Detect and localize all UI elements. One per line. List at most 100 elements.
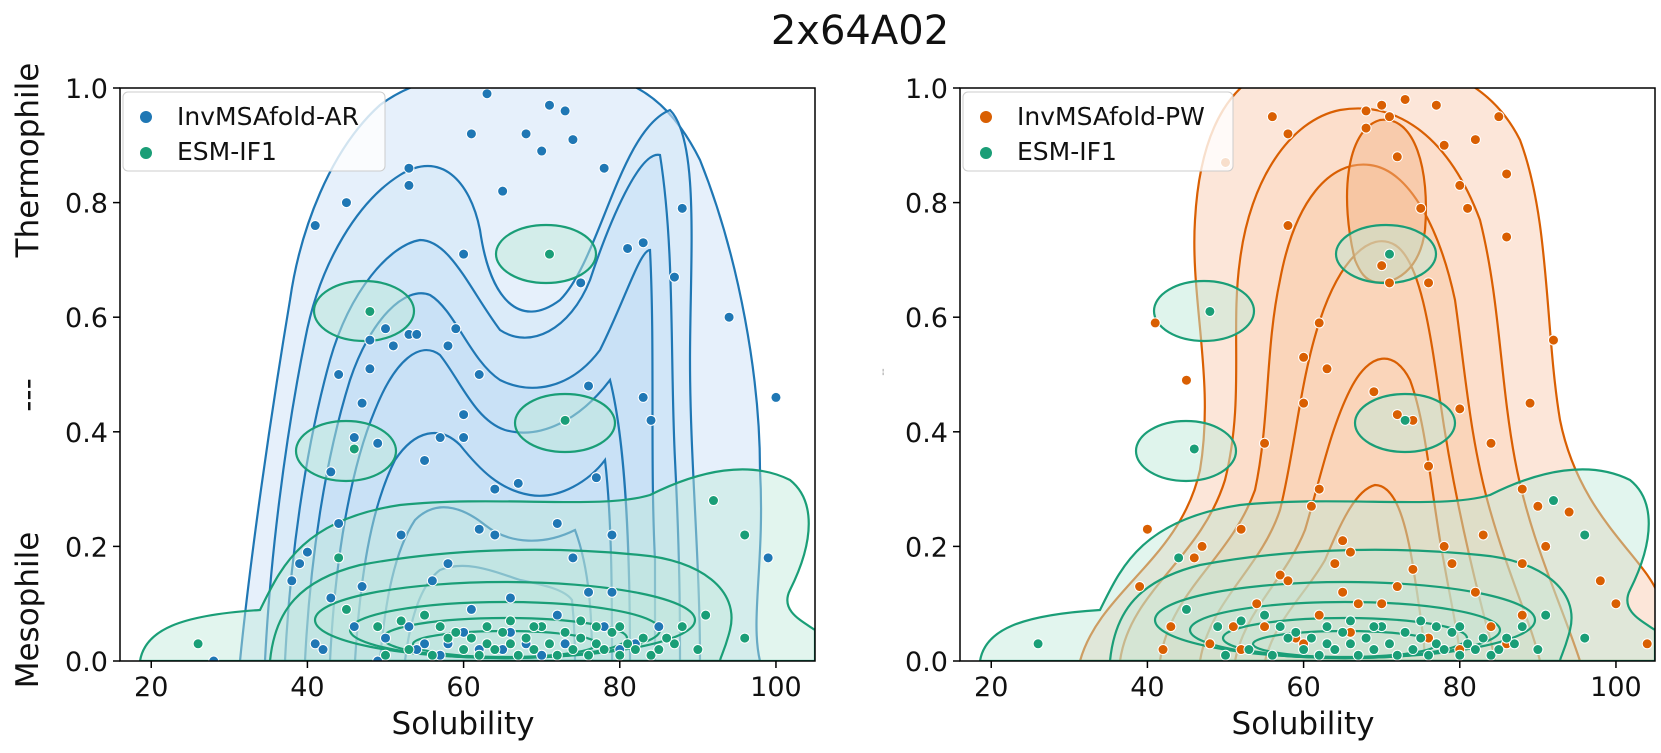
right-scatter-points bbox=[1032, 93, 1653, 661]
left-point-esm-if1-31 bbox=[575, 632, 587, 644]
left-point-esm-if1-35 bbox=[606, 626, 618, 638]
right-point-esm-if1-45 bbox=[1344, 615, 1356, 627]
left-point-invmsafold-ar-50 bbox=[645, 414, 657, 426]
left-legend-swatch-invmsafold-ar bbox=[140, 111, 152, 123]
left-point-invmsafold-ar-52 bbox=[676, 202, 688, 214]
right-point-esm-if1-49 bbox=[1266, 649, 1278, 661]
right-point-invmsafold-pw-58 bbox=[1540, 540, 1552, 552]
right-point-esm-if1-54 bbox=[1368, 621, 1380, 633]
left-point-invmsafold-ar-59 bbox=[473, 523, 485, 535]
left-plot-frame bbox=[119, 87, 816, 662]
left-point-esm-if1-45 bbox=[504, 615, 516, 627]
left-point-invmsafold-ar-29 bbox=[465, 128, 477, 140]
right-point-esm-if1-18 bbox=[1313, 649, 1325, 661]
left-panel: 20 40 60 80 100 0.0 0.2 0.4 0.6 0.8 1.0 InvMSAfold… bbox=[10, 63, 816, 742]
left-point-invmsafold-ar-31 bbox=[473, 369, 485, 380]
right-point-esm-if1-33 bbox=[1430, 638, 1442, 650]
right-xtick-label-1: 40 bbox=[1130, 672, 1164, 703]
left-ytick-label-1: 0.2 bbox=[65, 532, 108, 563]
left-point-esm-if1-23 bbox=[512, 649, 524, 661]
left-point-esm-if1-7 bbox=[739, 529, 751, 541]
left-point-invmsafold-ar-18 bbox=[403, 162, 415, 174]
left-point-esm-if1-47 bbox=[614, 621, 626, 633]
left-point-invmsafold-ar-46 bbox=[606, 529, 618, 541]
left-point-invmsafold-ar-43 bbox=[583, 380, 595, 392]
left-point-esm-if1-32 bbox=[583, 649, 595, 661]
left-point-invmsafold-ar-27 bbox=[458, 409, 470, 421]
right-point-esm-if1-25 bbox=[1368, 644, 1380, 656]
right-point-esm-if1-48 bbox=[1243, 644, 1255, 656]
right-point-invmsafold-pw-45 bbox=[1454, 179, 1466, 191]
left-point-esm-if1-50 bbox=[372, 621, 384, 633]
left-point-esm-if1-27 bbox=[543, 638, 555, 650]
left-xtick-label-4: 100 bbox=[750, 672, 802, 703]
left-point-esm-if1-4 bbox=[543, 248, 555, 260]
right-plot-frame bbox=[959, 87, 1656, 662]
left-point-invmsafold-ar-8 bbox=[333, 517, 345, 529]
right-panel: 20 40 60 80 100 0.0 0.2 0.4 0.6 0.8 1.0 InvMSAfold… bbox=[878, 74, 1656, 742]
left-point-invmsafold-ar-6 bbox=[325, 466, 337, 478]
left-legend-box bbox=[122, 91, 386, 172]
left-point-invmsafold-ar-54 bbox=[770, 391, 782, 403]
left-xtick-label-2: 60 bbox=[446, 672, 480, 703]
left-point-invmsafold-ar-14 bbox=[364, 363, 376, 375]
right-point-invmsafold-pw-6 bbox=[1188, 552, 1200, 564]
right-point-esm-if1-15 bbox=[1274, 621, 1286, 633]
left-point-esm-if1-41 bbox=[653, 644, 665, 656]
right-point-esm-if1-5 bbox=[1399, 414, 1411, 426]
left-point-invmsafold-ar-12 bbox=[356, 397, 368, 409]
right-point-invmsafold-pw-12 bbox=[1259, 437, 1271, 449]
left-ytick-label-3: 0.6 bbox=[65, 303, 108, 334]
left-xtick-label-0: 20 bbox=[134, 672, 168, 703]
left-point-esm-if1-16 bbox=[442, 632, 454, 644]
right-point-esm-if1-27 bbox=[1383, 638, 1395, 650]
right-point-invmsafold-pw-67 bbox=[1337, 586, 1349, 598]
left-point-invmsafold-ar-11 bbox=[348, 432, 360, 444]
right-point-invmsafold-pw-1 bbox=[1141, 523, 1153, 535]
left-point-esm-if1-18 bbox=[473, 649, 485, 661]
left-point-invmsafold-ar-5 bbox=[317, 644, 329, 656]
left-point-esm-if1-30 bbox=[567, 644, 579, 656]
right-point-invmsafold-pw-33 bbox=[1383, 277, 1395, 289]
left-legend-label-invmsafold-ar: InvMSAfold-AR bbox=[177, 102, 359, 131]
right-point-esm-if1-12 bbox=[1508, 638, 1520, 650]
left-point-invmsafold-ar-57 bbox=[426, 575, 438, 587]
right-point-esm-if1-1 bbox=[1173, 552, 1185, 564]
left-point-esm-if1-46 bbox=[575, 615, 587, 627]
left-point-esm-if1-33 bbox=[590, 638, 602, 650]
right-point-invmsafold-pw-2 bbox=[1149, 317, 1161, 329]
right-point-invmsafold-pw-49 bbox=[1477, 529, 1489, 541]
left-point-invmsafold-ar-79 bbox=[356, 581, 368, 593]
left-legend: InvMSAfold-AR ESM-IF1 bbox=[122, 91, 386, 172]
right-point-esm-if1-7 bbox=[1579, 529, 1591, 541]
right-point-invmsafold-pw-3 bbox=[1157, 644, 1169, 656]
left-legend-label-esm-if1: ESM-IF1 bbox=[177, 137, 277, 166]
left-point-invmsafold-ar-61 bbox=[567, 552, 579, 564]
right-point-invmsafold-pw-37 bbox=[1399, 93, 1411, 105]
right-point-esm-if1-41 bbox=[1493, 644, 1505, 656]
left-point-invmsafold-ar-86 bbox=[372, 655, 384, 661]
left-point-invmsafold-ar-38 bbox=[536, 145, 548, 157]
right-point-invmsafold-pw-25 bbox=[1337, 535, 1349, 547]
right-point-esm-if1-43 bbox=[1290, 626, 1302, 638]
right-point-esm-if1-21 bbox=[1337, 626, 1349, 638]
right-point-invmsafold-pw-14 bbox=[1274, 569, 1286, 581]
left-point-esm-if1-21 bbox=[497, 626, 509, 638]
right-point-esm-if1-46 bbox=[1415, 615, 1427, 627]
right-point-invmsafold-pw-13 bbox=[1266, 111, 1278, 123]
left-point-invmsafold-ar-53 bbox=[723, 311, 735, 323]
left-point-esm-if1-6 bbox=[707, 495, 719, 507]
left-point-esm-if1-5 bbox=[559, 414, 571, 426]
right-point-invmsafold-pw-44 bbox=[1446, 558, 1458, 570]
left-scatter-points bbox=[192, 88, 782, 661]
right-point-invmsafold-pw-9 bbox=[1227, 621, 1239, 633]
left-point-invmsafold-ar-2 bbox=[294, 558, 306, 570]
right-ytick-label-2: 0.4 bbox=[905, 418, 948, 449]
left-point-invmsafold-ar-51 bbox=[668, 271, 680, 283]
left-point-esm-if1-52 bbox=[340, 603, 352, 615]
right-point-invmsafold-pw-22 bbox=[1313, 317, 1325, 329]
right-point-invmsafold-pw-30 bbox=[1368, 386, 1380, 398]
left-point-invmsafold-ar-24 bbox=[442, 340, 454, 352]
right-point-invmsafold-pw-65 bbox=[1313, 483, 1325, 495]
